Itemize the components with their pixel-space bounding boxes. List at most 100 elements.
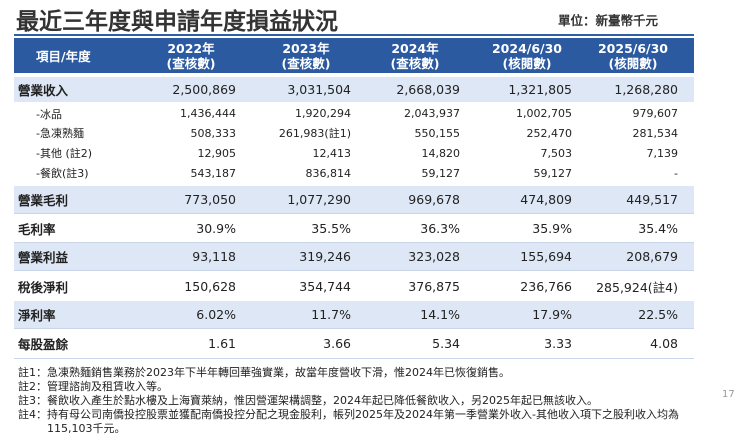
value-cell: 12,905 — [197, 146, 237, 160]
value-cell: 508,333 — [190, 126, 237, 140]
value-cell: 150,628 — [184, 278, 236, 294]
row-label: -其他 (註2) — [36, 147, 93, 160]
header-line: (查核數) — [166, 55, 216, 71]
value-cell: 59,127 — [421, 166, 461, 180]
value-cell: 14,820 — [421, 146, 461, 160]
value-cell: 155,694 — [520, 249, 572, 264]
header-cell: 項目/年度 — [36, 49, 91, 64]
footnote: 註2： 管理諮詢及租賃收入等。 — [18, 380, 698, 394]
value-cell: 261,983(註1) — [278, 127, 351, 140]
table-row: 稅後淨利 150,628 354,744 376,875 236,766 285,924(… — [14, 271, 694, 302]
value-cell: 969,678 — [408, 192, 460, 207]
value-cell: 236,766 — [520, 278, 572, 294]
table-row: 營業毛利 773,050 1,077,290 969,678 474,809 449,51… — [14, 186, 694, 214]
value-cell: 3,031,504 — [287, 82, 351, 97]
value-cell: 7,503 — [540, 146, 573, 160]
header-cell: 2024年 (查核數) — [350, 38, 460, 73]
value-cell: 30.9% — [196, 220, 236, 236]
header-cell: 2025/6/30 (核閱數) — [568, 38, 678, 73]
value-cell: 376,875 — [408, 278, 460, 294]
unit: 單位：新臺幣千元 — [558, 13, 659, 28]
header-cell: 2022年 (查核數) — [126, 38, 236, 73]
value-cell: 474,809 — [520, 192, 572, 207]
value-cell: 35.9% — [532, 220, 572, 236]
header-line: (查核數) — [390, 55, 440, 71]
value-cell: 93,118 — [192, 249, 236, 264]
footnote: 註4： 持有母公司南僑投控股票並獲配南僑投控分配之現金股利，帳列2025年及202… — [18, 408, 698, 436]
value-cell: 35.5% — [311, 220, 351, 236]
value-cell: 5.34 — [432, 336, 460, 351]
value-cell: 543,187 — [190, 166, 237, 180]
page-number: 17 — [722, 389, 735, 400]
table-row: -急凍熟麵 508,333 261,983(註1) 550,155 252,470 281… — [14, 123, 694, 143]
footnote-text: 持有母公司南僑投控股票並獲配南僑投控分配之現金股利，帳列2025年及2024年第… — [47, 408, 679, 435]
value-cell: 354,744 — [299, 278, 351, 294]
footnote-label: 註3： — [18, 394, 47, 407]
footnote: 註3： 餐飲收入產生於點水樓及上海寶萊納，惟因營運架構調整，2024年起已降低餐飲… — [18, 394, 698, 408]
value-cell: 773,050 — [184, 192, 236, 207]
footnote-text: 管理諮詢及租賃收入等。 — [47, 380, 168, 393]
value-cell: 1,002,705 — [516, 107, 572, 120]
header-line: (核閱數) — [502, 55, 552, 71]
value-cell: 3.33 — [544, 336, 572, 351]
header-line: 2023年 — [282, 40, 330, 56]
value-cell: 550,155 — [414, 126, 461, 140]
value-cell: 208,679 — [626, 249, 678, 264]
value-cell: 285,924(註4) — [596, 279, 678, 295]
table-row: 營業收入 2,500,869 3,031,504 2,668,039 1,321,805… — [14, 77, 694, 102]
value-cell: 323,028 — [408, 249, 460, 264]
title: 最近三年度與申請年度損益狀況 — [16, 9, 338, 35]
row-label: 營業毛利 — [18, 193, 69, 208]
value-cell: 7,139 — [646, 146, 679, 160]
value-cell: 22.5% — [638, 307, 678, 322]
header-line: 2024/6/30 — [491, 40, 562, 56]
header-line: (查核數) — [281, 55, 331, 71]
value-cell: 2,043,937 — [404, 107, 460, 120]
row-label: 稅後淨利 — [18, 279, 69, 295]
table-row: 毛利率 30.9% 35.5% 36.3% 35.9% 35.4% — [14, 214, 694, 243]
table-header: 項目/年度 2022年 (查核數) 2023年 (查核數) 2024年 (查核數) 2024/… — [14, 38, 694, 73]
footnote-text: 急凍熟麵銷售業務於2023年下半年轉回華強實業，故當年度營收下滑，惟2024年已… — [47, 366, 510, 379]
value-cell: 12,413 — [312, 146, 352, 160]
footnote: 註1： 急凍熟麵銷售業務於2023年下半年轉回華強實業，故當年度營收下滑，惟202… — [18, 366, 698, 380]
value-cell: 979,607 — [632, 107, 679, 120]
table-row: 營業利益 93,118 319,246 323,028 155,694 208,679 — [14, 243, 694, 271]
value-cell: 1,321,805 — [508, 82, 572, 97]
table-row: -其他 (註2) 12,905 12,413 14,820 7,503 7,139 — [14, 143, 694, 163]
header-line: 2024年 — [391, 40, 439, 56]
value-cell: 836,814 — [305, 166, 352, 180]
value-cell: 2,500,869 — [172, 82, 236, 97]
value-cell: 449,517 — [626, 192, 678, 207]
value-cell: 252,470 — [526, 126, 573, 140]
table-row: -餐飲(註3) 543,187 836,814 59,127 59,127 - — [14, 163, 694, 183]
row-label: 毛利率 — [18, 221, 56, 237]
value-cell: 6.02% — [196, 307, 236, 322]
value-cell: 1.61 — [208, 336, 236, 351]
value-cell: 36.3% — [420, 220, 460, 236]
header-line: 2025/6/30 — [597, 40, 668, 56]
row-label: -餐飲(註3) — [36, 167, 89, 180]
footnote-label: 註1： — [18, 366, 47, 379]
row-label: -急凍熟麵 — [36, 127, 84, 140]
value-cell: 2,668,039 — [396, 82, 460, 97]
row-label: 淨利率 — [18, 308, 56, 323]
footnote-label: 註2： — [18, 380, 47, 393]
header-line: 2022年 — [167, 40, 215, 56]
row-label: 每股盈餘 — [18, 337, 69, 352]
value-cell: 11.7% — [311, 307, 351, 322]
value-cell: 59,127 — [533, 166, 573, 180]
value-cell: 281,534 — [632, 126, 679, 140]
row-label: -冰品 — [36, 107, 62, 121]
value-cell: 14.1% — [420, 307, 460, 322]
value-cell: 319,246 — [299, 249, 351, 264]
table-row: 每股盈餘 1.61 3.66 5.34 3.33 4.08 — [14, 329, 694, 359]
header-cell: 2024/6/30 (核閱數) — [462, 38, 572, 73]
value-cell: 1,077,290 — [287, 192, 351, 207]
value-cell: - — [674, 166, 678, 180]
header-line: (核閱數) — [608, 55, 658, 71]
row-label: 營業利益 — [18, 250, 69, 265]
footnote-label: 註4： — [18, 408, 47, 421]
row-label: 營業收入 — [18, 83, 69, 98]
value-cell: 17.9% — [532, 307, 572, 322]
